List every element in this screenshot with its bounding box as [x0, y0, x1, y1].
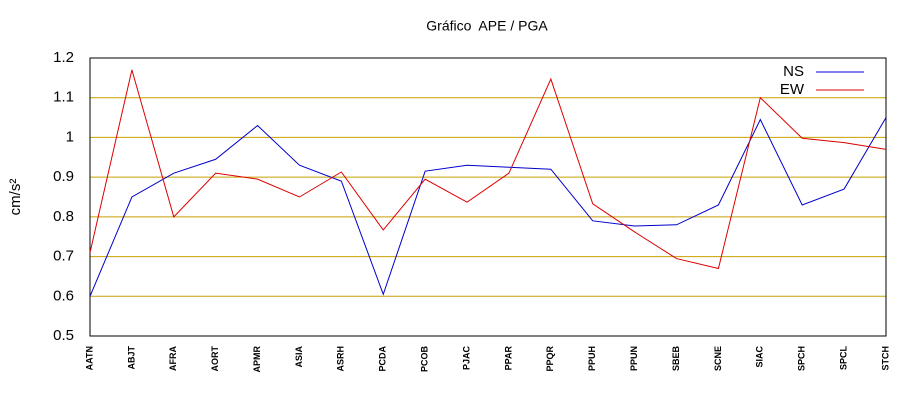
line-series	[89, 117, 887, 297]
x-tick-label: ABJT	[126, 346, 136, 370]
plot-border	[89, 57, 887, 337]
x-tick-label: PCOB	[420, 346, 430, 373]
x-tick-label: PPUN	[629, 346, 639, 371]
x-tick-label: SIAC	[755, 346, 765, 368]
x-tick-label: AATN	[84, 346, 94, 370]
x-tick-label: PPUH	[587, 346, 597, 371]
x-tick-label: SCNE	[713, 346, 723, 371]
y-tick-label: 0.5	[53, 327, 74, 344]
x-tick-label: ASIA	[294, 346, 304, 368]
y-tick-label: 1	[66, 128, 74, 145]
x-tick-label: PPAR	[503, 346, 513, 371]
y-axis-label: cm/s²	[7, 179, 24, 216]
y-tick-label: 0.9	[53, 168, 74, 185]
x-tick-label: STCH	[880, 346, 890, 371]
x-tick-label: PCDA	[378, 346, 388, 372]
legend-label: EW	[780, 81, 805, 98]
x-tick-label: AORT	[210, 346, 220, 372]
x-tick-label: ASRH	[336, 346, 346, 372]
line-series	[89, 69, 887, 270]
y-tick-label: 1.1	[53, 89, 74, 106]
y-tick-label: 1.2	[53, 49, 74, 66]
x-tick-label: SPCL	[838, 346, 848, 371]
y-tick-label: 0.8	[53, 208, 74, 225]
legend-label: NS	[783, 63, 804, 80]
y-tick-label: 0.7	[53, 248, 74, 265]
chart-title: Gráfico APE / PGA	[426, 18, 548, 34]
x-tick-label: PPQR	[545, 346, 555, 372]
x-tick-label: SPCH	[797, 346, 807, 371]
y-tick-label: 0.6	[53, 287, 74, 304]
x-tick-label: AFRA	[168, 346, 178, 371]
x-tick-label: PJAC	[461, 346, 471, 371]
x-tick-label: APMR	[252, 346, 262, 373]
x-tick-label: SBEB	[671, 346, 681, 372]
